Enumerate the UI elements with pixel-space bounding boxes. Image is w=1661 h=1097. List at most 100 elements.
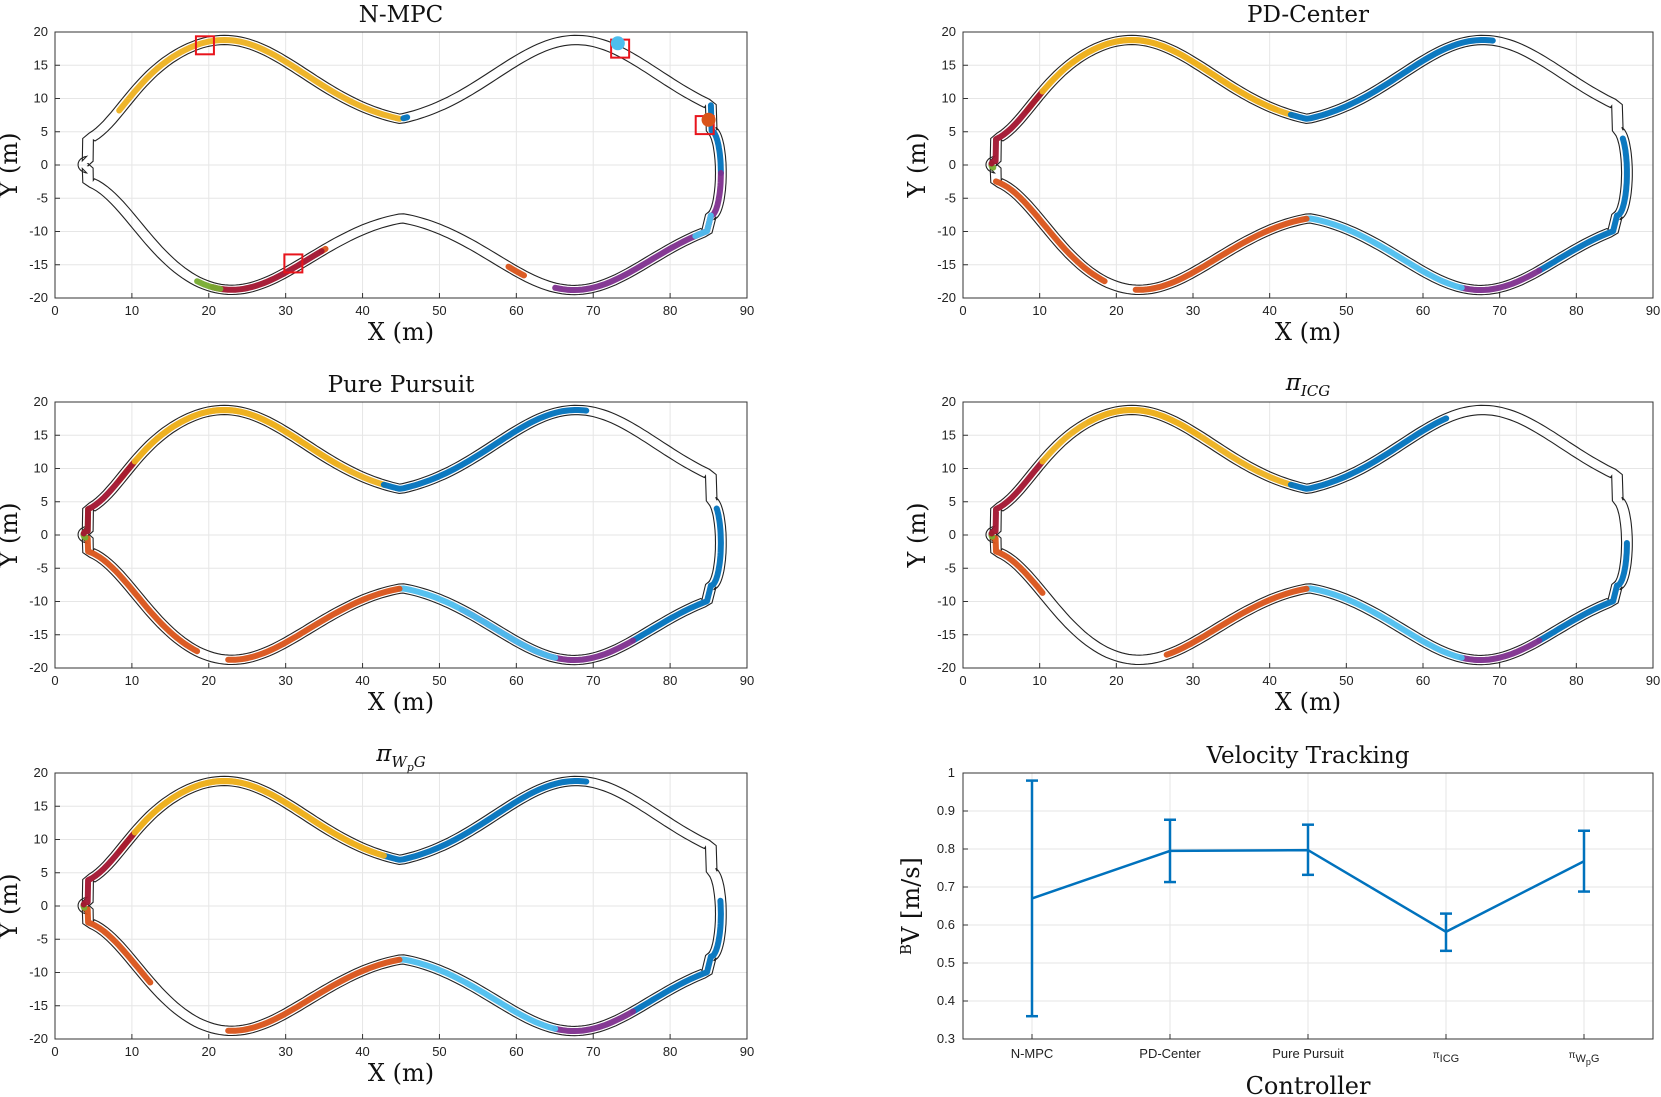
track-outer-border: [994, 44, 1623, 286]
x-tick-label: 80: [663, 673, 677, 688]
y-tick-label: 0.7: [937, 879, 955, 894]
trajectory-segment: [988, 458, 1046, 537]
track-inner-border: [985, 404, 1633, 666]
x-tick-label: 60: [1416, 673, 1430, 688]
x-tick-label: Pure Pursuit: [1272, 1046, 1344, 1061]
x-tick-label: 40: [355, 303, 369, 318]
x-tick-label: 0: [51, 673, 58, 688]
y-tick-label: -15: [937, 627, 956, 642]
y-tick-label: -5: [944, 190, 956, 205]
x-tick-label: 10: [125, 1044, 139, 1059]
title-symbol: π: [1285, 370, 1302, 396]
title-symbol: π: [375, 741, 392, 767]
y-tick-label: 20: [942, 24, 956, 39]
event-marker: [194, 35, 215, 56]
y-tick-label: -20: [937, 290, 956, 305]
y-tick-label: 15: [34, 57, 48, 72]
y-axis-label: Y (m): [0, 133, 23, 199]
track-outer-border: [86, 785, 717, 1027]
trajectory-segment: [988, 88, 1046, 167]
trajectory-segment: [209, 248, 325, 293]
plot-title: N-MPC: [359, 2, 444, 28]
x-tick-label: 90: [1646, 303, 1660, 318]
x-tick-label: 70: [586, 673, 600, 688]
x-tick-label: 20: [1109, 673, 1123, 688]
x-tick-label: 60: [1416, 303, 1430, 318]
y-tick-label: 10: [34, 91, 48, 106]
x-tick-label: 0: [51, 1044, 58, 1059]
trajectory-segment: [1536, 540, 1630, 644]
x-tick-label: πICG: [1433, 1050, 1459, 1065]
y-tick-label: 0.8: [937, 841, 955, 856]
y-tick-label: 15: [942, 57, 956, 72]
trajectory-segment: [1536, 135, 1630, 274]
y-tick-label: -10: [29, 224, 48, 239]
position-dot: [701, 112, 716, 127]
y-axis-label: Y (m): [0, 503, 23, 569]
track-inner-border: [77, 34, 727, 296]
x-tick-subsubscript: p: [1586, 1057, 1591, 1067]
axes-box: [54, 401, 748, 669]
x-tick-label: 50: [1339, 673, 1353, 688]
y-tick-label: 0: [41, 898, 48, 913]
trajectory-segment: [116, 37, 403, 122]
y-axis-label: Y (m): [903, 503, 931, 569]
y-tick-label: 10: [34, 461, 48, 476]
x-tick-label: 20: [202, 303, 216, 318]
y-axis-label: Y (m): [0, 874, 23, 940]
y-tick-label: 0.6: [937, 917, 955, 932]
x-tick-label: 20: [202, 673, 216, 688]
y-tick-label: 1: [948, 765, 955, 780]
x-tick-label: 40: [1262, 673, 1276, 688]
x-axis-label: Controller: [1246, 1072, 1371, 1097]
x-tick-label: 50: [432, 303, 446, 318]
x-tick-label: 90: [740, 673, 754, 688]
x-tick-label: 30: [278, 303, 292, 318]
x-tick-label: 60: [509, 1044, 523, 1059]
x-tick-subscript: G: [1591, 1053, 1600, 1065]
plot-1: 0 10 20 30 40 50 60 70 80 90 -20 -15 -10 -5 0 5 10 15 20 N-…: [0, 2, 754, 346]
x-tick-text: π: [1569, 1050, 1576, 1061]
x-tick-label: 40: [1262, 303, 1276, 318]
x-tick-label: 30: [278, 1044, 292, 1059]
trajectory-segment: [1287, 415, 1450, 492]
trajectory-segment: [131, 407, 341, 468]
axes-box: [962, 31, 1654, 299]
x-tick-label: 50: [432, 673, 446, 688]
y-tick-label: -5: [36, 190, 48, 205]
y-tick-label: -15: [937, 257, 956, 272]
y-tick-label: 0.4: [937, 993, 955, 1008]
y-tick-label: 15: [942, 427, 956, 442]
x-tick-label: 80: [1569, 303, 1583, 318]
x-tick-label: 50: [1339, 303, 1353, 318]
y-tick-label: -20: [29, 1031, 48, 1046]
track-outer-border: [994, 414, 1623, 656]
trajectory-segment: [380, 407, 590, 492]
x-tick-label: 0: [959, 673, 966, 688]
trajectory-segment: [1303, 215, 1465, 291]
y-tick-label: 0.5: [937, 955, 955, 970]
x-tick-label: 30: [1186, 673, 1200, 688]
y-tick-label: -15: [29, 998, 48, 1013]
plot-2: 0 10 20 30 40 50 60 70 80 90 -20 -15 -10 -5 0 5 10 15 20 PD…: [903, 2, 1660, 346]
x-tick-label: 80: [1569, 673, 1583, 688]
y-tick-label: -5: [36, 931, 48, 946]
trajectory-segment: [225, 585, 403, 663]
x-tick-label: 80: [663, 303, 677, 318]
y-tick-label: -20: [29, 290, 48, 305]
y-tick-label: 5: [949, 494, 956, 509]
y-tick-label: 0.3: [937, 1031, 955, 1046]
x-tick-subscript: ICG: [1440, 1053, 1460, 1065]
y-tick-label: 20: [34, 765, 48, 780]
trajectory-segment: [552, 170, 724, 293]
x-tick-label: 40: [355, 1044, 369, 1059]
x-tick-label: 30: [1186, 303, 1200, 318]
x-tick-label: 90: [740, 303, 754, 318]
x-axis-label: X (m): [1275, 318, 1341, 346]
trajectory-segment: [1163, 585, 1310, 658]
position-dot: [610, 36, 625, 51]
plot-velocity-tracking: 0.3 0.4 0.5 0.6 0.7 0.8 0.9 1 N-MPC PD-Center Pure…: [897, 743, 1654, 1097]
track-inner-border: [77, 775, 727, 1037]
plot-title: πICG: [1285, 370, 1331, 400]
x-tick-label: 50: [432, 1044, 446, 1059]
